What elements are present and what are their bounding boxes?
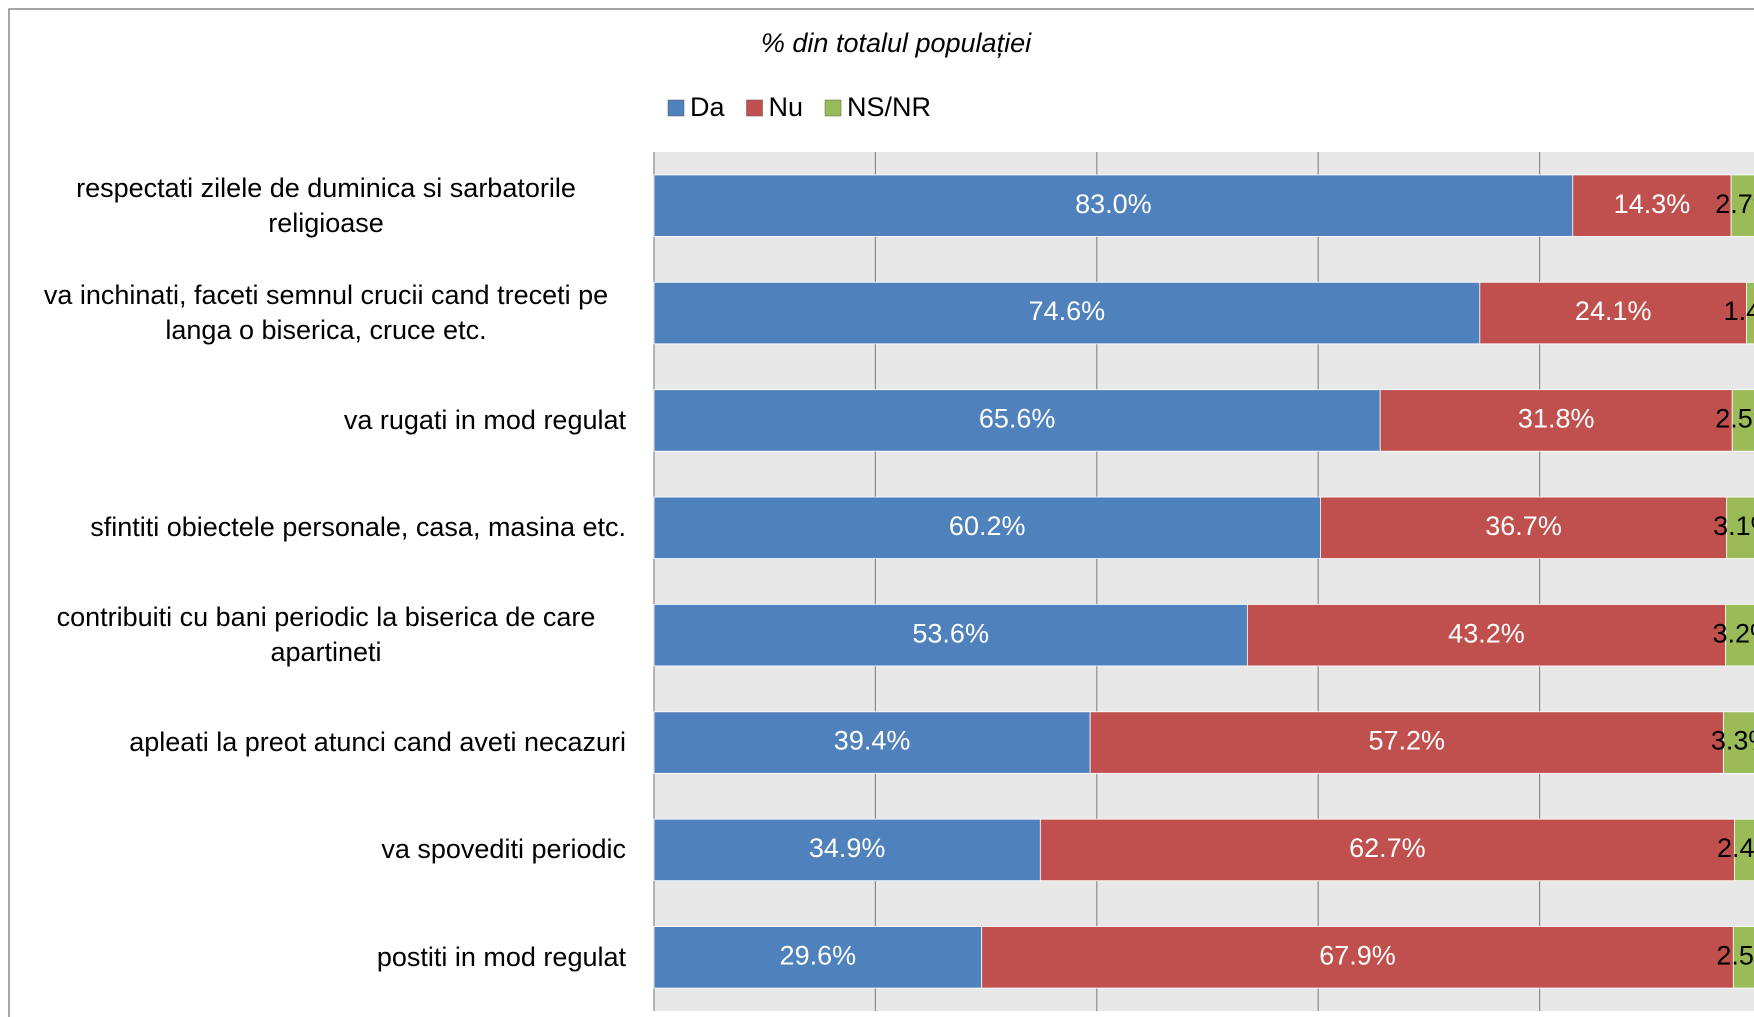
legend-label: Nu — [769, 92, 804, 122]
legend-label: Da — [690, 92, 725, 122]
bar-segment — [1732, 926, 1754, 989]
category-label-box: va rugati in mod regulat — [6, 370, 626, 470]
data-label: 1.4% — [1724, 296, 1754, 326]
data-label: 2.4% — [1717, 833, 1754, 863]
y-tick-label: postiti in mod regulat — [376, 941, 626, 972]
category-label-box: apleati la preot atunci cand aveti necaz… — [6, 693, 626, 793]
legend-label: NS/NR — [847, 92, 931, 122]
bar-segment — [1730, 174, 1754, 237]
data-label: 43.2% — [1448, 618, 1525, 648]
data-label: 3.1% — [1713, 511, 1754, 541]
bar-segment — [1379, 389, 1733, 452]
data-label: 31.8% — [1518, 404, 1595, 434]
category-label-box: contribuiti cu bani periodic la biserica… — [6, 585, 626, 685]
y-tick-label: contribuiti cu bani periodic la biserica… — [56, 602, 596, 668]
bar-segment — [1731, 389, 1754, 452]
bar-segment — [1089, 711, 1724, 774]
bar-segment — [1746, 281, 1754, 345]
chart-frame — [8, 8, 1754, 1017]
bar-segment — [981, 926, 1734, 989]
y-tick-label: va rugati in mod regulat — [343, 404, 626, 435]
category-label-box: respectati zilele de duminica si sarbato… — [6, 156, 626, 256]
data-label: 53.6% — [912, 618, 989, 648]
bar-segment — [1572, 174, 1732, 237]
data-label: 24.1% — [1575, 296, 1652, 326]
bar-segment — [1320, 496, 1728, 559]
bar-segment — [653, 711, 1091, 774]
data-label: 67.9% — [1319, 940, 1396, 970]
y-tick-label: respectati zilele de duminica si sarbato… — [76, 172, 576, 238]
bar-segment — [653, 281, 1481, 345]
data-label: 2.5% — [1716, 940, 1754, 970]
legend-swatch — [746, 99, 763, 117]
data-label: 65.6% — [979, 404, 1056, 434]
data-label: 3.2% — [1713, 618, 1754, 648]
data-label: 34.9% — [809, 833, 886, 863]
data-label: 2.7% — [1715, 189, 1754, 219]
bar-segment — [1246, 604, 1726, 667]
data-label: 29.6% — [780, 940, 857, 970]
bar-segment — [1734, 818, 1754, 882]
bar-segment — [653, 174, 1574, 237]
data-label: 14.3% — [1614, 189, 1691, 219]
bar-segment — [1725, 604, 1754, 667]
chart-title: % din totalul populației — [761, 28, 1032, 58]
data-label: 2.5% — [1715, 404, 1754, 434]
data-label: 62.7% — [1349, 833, 1426, 863]
bar-segment — [1726, 496, 1754, 559]
data-label: 83.0% — [1075, 189, 1152, 219]
bar-segment — [653, 496, 1321, 559]
category-label-box: sfintiti obiectele personale, casa, masi… — [6, 478, 626, 578]
category-label-box: postiti in mod regulat — [6, 907, 626, 1007]
y-tick-label: va inchinati, faceti semnul crucii cand … — [43, 280, 609, 346]
bar-segment — [1722, 711, 1754, 774]
y-tick-label: va spovediti periodic — [381, 834, 626, 865]
bar-segment — [653, 604, 1248, 667]
category-label-box: va inchinati, faceti semnul crucii cand … — [6, 263, 626, 363]
category-label-box: va spovediti periodic — [6, 800, 626, 900]
data-label: 74.6% — [1029, 296, 1106, 326]
data-label: 36.7% — [1485, 511, 1562, 541]
plot-area — [654, 152, 1754, 1011]
bar-segment — [653, 389, 1381, 452]
data-label: 3.3% — [1711, 726, 1754, 756]
data-label: 39.4% — [834, 726, 911, 756]
bar-segment — [1039, 818, 1735, 882]
bar-segment — [1479, 281, 1748, 345]
legend-swatch — [824, 99, 842, 117]
legend-swatch — [667, 99, 685, 117]
bar-segment — [653, 818, 1041, 882]
y-tick-label: apleati la preot atunci cand aveti necaz… — [129, 727, 626, 758]
data-label: 57.2% — [1368, 726, 1445, 756]
data-label: 60.2% — [949, 511, 1026, 541]
y-tick-label: sfintiti obiectele personale, casa, masi… — [90, 512, 626, 543]
